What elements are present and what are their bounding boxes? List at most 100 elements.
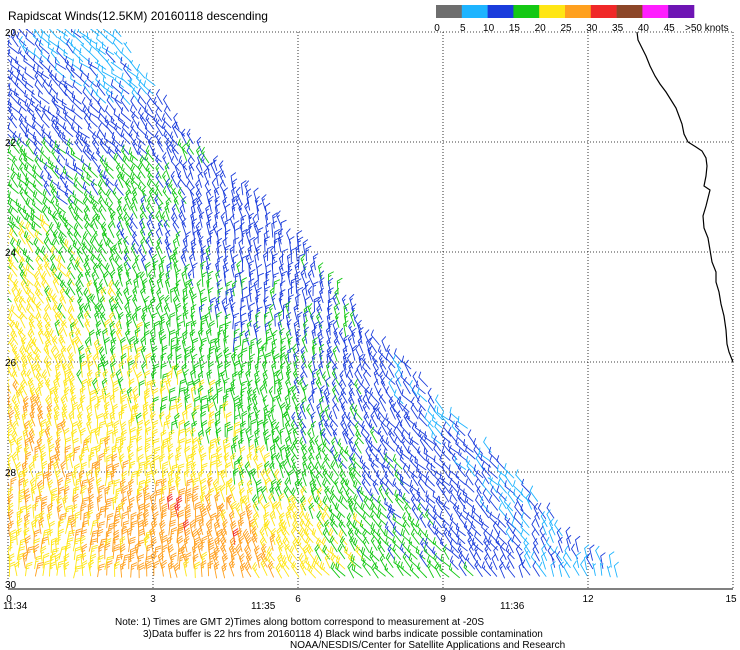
wind-barb: [240, 180, 247, 196]
wind-barb: [80, 155, 92, 170]
wind-barb: [337, 453, 347, 469]
wind-barb: [48, 443, 55, 461]
wind-barb: [38, 39, 50, 55]
wind-barb: [290, 487, 300, 504]
wind-barb: [177, 187, 187, 204]
wind-barb: [326, 361, 332, 379]
wind-barb: [377, 542, 386, 559]
wind-barb: [402, 463, 411, 479]
wind-barb: [219, 180, 227, 197]
wind-barb: [150, 551, 158, 569]
wind-barb: [76, 285, 82, 302]
wind-barb: [239, 562, 246, 578]
wind-barb: [8, 216, 11, 220]
wind-barb: [43, 162, 52, 178]
wind-barb: [285, 451, 292, 468]
wind-barb: [45, 360, 52, 377]
wind-barb: [228, 543, 236, 560]
wind-barb: [44, 260, 51, 277]
wind-barb: [123, 246, 131, 262]
wind-barb: [458, 512, 468, 528]
wind-barb: [144, 131, 155, 146]
wind-barb: [330, 485, 340, 502]
wind-barb: [214, 211, 220, 228]
wind-barb: [183, 519, 190, 536]
wind-barb: [121, 496, 127, 512]
wind-barb: [301, 361, 308, 378]
wind-barb: [64, 111, 73, 128]
wind-barb: [303, 384, 309, 402]
wind-barb: [440, 537, 451, 552]
wind-barb: [34, 346, 42, 363]
wind-barb: [249, 269, 256, 286]
wind-barb: [154, 194, 162, 211]
wind-barb: [230, 520, 237, 537]
wind-barb: [79, 353, 85, 370]
wind-barb: [377, 345, 388, 361]
wind-barb: [66, 38, 74, 54]
wind-barb: [87, 162, 98, 178]
wind-barb: [324, 419, 332, 437]
wind-barb: [35, 311, 43, 328]
wind-barb: [191, 218, 198, 236]
wind-barb: [356, 363, 363, 379]
wind-barb: [241, 255, 249, 272]
wind-barb: [146, 560, 152, 577]
wind-barb: [163, 219, 171, 237]
wind-barb: [28, 434, 35, 452]
wind-barb: [65, 287, 74, 302]
wind-barb: [32, 198, 43, 213]
wind-barb: [361, 477, 370, 494]
wind-barb: [165, 137, 172, 153]
wind-barb: [8, 356, 11, 361]
wind-barb: [175, 476, 181, 494]
wind-barb: [433, 512, 443, 529]
wind-barb: [161, 345, 168, 361]
wind-barb: [40, 170, 50, 187]
wind-barb: [99, 138, 108, 154]
wind-barb: [204, 311, 210, 328]
wind-barb: [120, 95, 129, 112]
wind-barb: [63, 80, 74, 96]
wind-barb: [114, 144, 124, 162]
wind-barb: [385, 352, 396, 369]
wind-barb: [575, 551, 582, 569]
wind-barb: [223, 346, 230, 363]
wind-barb: [239, 270, 245, 288]
wind-barb: [131, 111, 139, 129]
wind-barb: [10, 437, 16, 453]
wind-barb: [377, 495, 387, 511]
wind-barb: [197, 541, 204, 559]
wind-barb: [556, 527, 563, 544]
wind-barb: [206, 369, 213, 385]
wind-barb: [167, 452, 174, 470]
wind-barb: [214, 410, 221, 427]
wind-barb: [56, 495, 62, 512]
wind-barb: [257, 227, 264, 244]
wind-barb: [385, 437, 395, 452]
wind-barb: [144, 443, 151, 461]
wind-barb: [150, 379, 156, 396]
wind-barb: [291, 561, 300, 578]
wind-barb: [87, 509, 93, 526]
wind-barb: [127, 443, 133, 461]
wind-barb: [136, 63, 146, 79]
wind-barb: [176, 369, 183, 385]
wind-barb: [385, 521, 394, 537]
wind-barb: [523, 537, 531, 554]
wind-barb: [191, 528, 199, 545]
wind-barb: [291, 495, 299, 512]
wind-barb: [15, 528, 22, 546]
wind-barb: [32, 113, 43, 129]
wind-barb: [223, 255, 229, 272]
wind-barb: [245, 503, 252, 520]
wind-barb: [322, 527, 331, 544]
wind-barb: [432, 521, 444, 536]
wind-barb: [31, 518, 37, 536]
wind-barb: [449, 485, 458, 502]
wind-barb: [33, 237, 42, 253]
wind-barb: [137, 88, 147, 105]
wind-barb: [249, 353, 256, 370]
wind-barb: [198, 211, 205, 228]
wind-barb: [330, 518, 338, 535]
